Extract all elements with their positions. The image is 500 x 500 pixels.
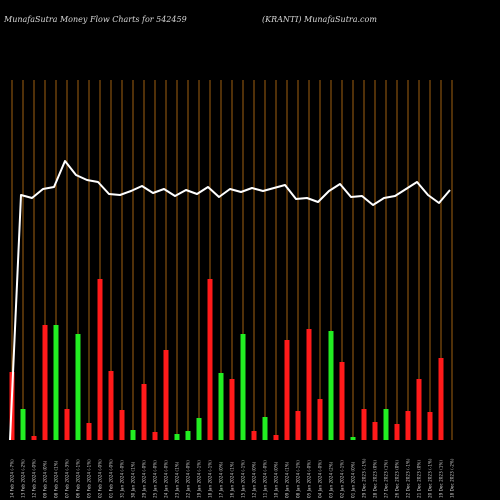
bar — [306, 329, 312, 440]
bar — [20, 409, 26, 440]
x-tick-label: 15 Jan 2024 (-1%) — [241, 460, 246, 498]
x-tick-label: 13 Feb 2024 (-2%) — [21, 459, 26, 498]
bar — [284, 340, 290, 440]
bar — [229, 379, 235, 440]
x-tick-label: 30 Jan 2024 (1%) — [131, 461, 136, 498]
x-tick-label: 16 Jan 2024 (1%) — [230, 461, 235, 498]
x-tick-label: 06 Feb 2024 (-1%) — [76, 459, 81, 498]
bar — [97, 279, 103, 440]
bar — [394, 424, 400, 440]
x-tick-label: 22 Dec 2023 (-1%) — [406, 458, 411, 498]
bar — [108, 371, 114, 440]
bar — [262, 417, 268, 440]
x-tick-label: 10 Jan 2024 (0%) — [274, 461, 279, 498]
x-tick-label: 20 Dec 2023 (-1%) — [428, 458, 433, 498]
bar — [218, 373, 224, 440]
bar — [31, 436, 37, 440]
x-tick-label: 14 Feb 2024 (-7%) — [10, 459, 15, 498]
x-tick-label: 04 Jan 2024 (-0%) — [318, 460, 323, 498]
bar — [196, 418, 202, 440]
bar — [152, 432, 158, 440]
x-tick-label: 12 Feb 2024 (-0%) — [32, 459, 37, 498]
x-tick-label: 29 Dec 2023 (-1%) — [362, 458, 367, 498]
bar — [317, 399, 323, 440]
bar — [130, 430, 136, 440]
money-flow-line — [9, 160, 451, 441]
x-tick-label: 21 Dec 2023 (0%) — [417, 460, 422, 498]
bar — [350, 437, 356, 440]
bar — [163, 350, 169, 440]
x-tick-label: 07 Feb 2024 (-3%) — [65, 459, 70, 498]
bar — [438, 358, 444, 440]
x-tick-label: 24 Jan 2024 (-0%) — [164, 460, 169, 498]
bar — [383, 409, 389, 440]
bar — [361, 409, 367, 440]
x-axis-labels: 14 Feb 2024 (-7%) 13 Feb 2024 (-2%) 12 Feb… — [10, 458, 455, 498]
x-tick-label: 28 Dec 2023 (0%) — [373, 460, 378, 498]
x-tick-label: 19 Dec 2023 (1%) — [439, 460, 444, 498]
bar — [416, 379, 422, 440]
bar — [174, 434, 180, 440]
bar — [372, 422, 378, 440]
bar — [86, 423, 92, 440]
bar — [42, 325, 48, 440]
x-tick-label: 26 Dec 2023 (0%) — [395, 460, 400, 498]
x-tick-label: 02 Feb 2024 (-0%) — [98, 459, 103, 498]
bar — [119, 410, 125, 440]
bar — [339, 362, 345, 440]
bar — [64, 409, 70, 440]
bar — [251, 431, 257, 440]
bar — [185, 431, 191, 440]
bar — [427, 412, 433, 440]
x-tick-label: 01 Jan 2024 (0%) — [351, 461, 356, 498]
x-tick-label: 03 Jan 2024 (2%) — [329, 461, 334, 498]
x-tick-label: 09 Jan 2024 (1%) — [285, 461, 290, 498]
x-tick-label: 12 Jan 2024 (0%) — [252, 461, 257, 498]
bar — [141, 384, 147, 440]
bar — [328, 331, 334, 440]
x-tick-label: 18 Dec 2023 (-2%) — [450, 458, 455, 498]
x-tick-label: 05 Feb 2024 (-1%) — [87, 459, 92, 498]
x-tick-label: 25 Jan 2024 (-0%) — [153, 460, 158, 498]
x-tick-label: 17 Jan 2024 (0%) — [219, 461, 224, 498]
x-tick-label: 01 Feb 2024 (-0%) — [109, 459, 114, 498]
x-tick-label: 22 Jan 2024 (-0%) — [186, 460, 191, 498]
x-tick-label: 09 Feb 2024 (0%) — [43, 460, 48, 498]
x-tick-label: 18 Jan 2024 (-1%) — [208, 460, 213, 498]
chart-title-right: (KRANTI) MunafaSutra.com — [262, 15, 377, 24]
bar — [207, 279, 213, 440]
bar — [273, 435, 279, 440]
chart-title-left: MunafaSutra Money Flow Charts for 542459 — [3, 15, 187, 24]
x-tick-label: 08 Jan 2024 (-1%) — [296, 460, 301, 498]
x-tick-label: 27 Dec 2023 (1%) — [384, 460, 389, 498]
x-tick-label: 19 Jan 2024 (-1%) — [197, 460, 202, 498]
x-tick-label: 11 Jan 2024 (-0%) — [263, 460, 268, 498]
bar — [53, 325, 59, 440]
bar — [75, 334, 81, 440]
x-tick-label: 02 Jan 2024 (-1%) — [340, 460, 345, 498]
x-tick-label: 05 Jan 2024 (-0%) — [307, 460, 312, 498]
x-tick-label: 31 Jan 2024 (-0%) — [120, 460, 125, 498]
bar-series — [9, 279, 444, 440]
bar — [295, 411, 301, 440]
x-tick-label: 08 Feb 2024 (1%) — [54, 460, 59, 498]
x-tick-label: 29 Jan 2024 (-0%) — [142, 460, 147, 498]
x-tick-label: 23 Jan 2024 (1%) — [175, 461, 180, 498]
bar — [405, 411, 411, 440]
bar — [240, 334, 246, 440]
